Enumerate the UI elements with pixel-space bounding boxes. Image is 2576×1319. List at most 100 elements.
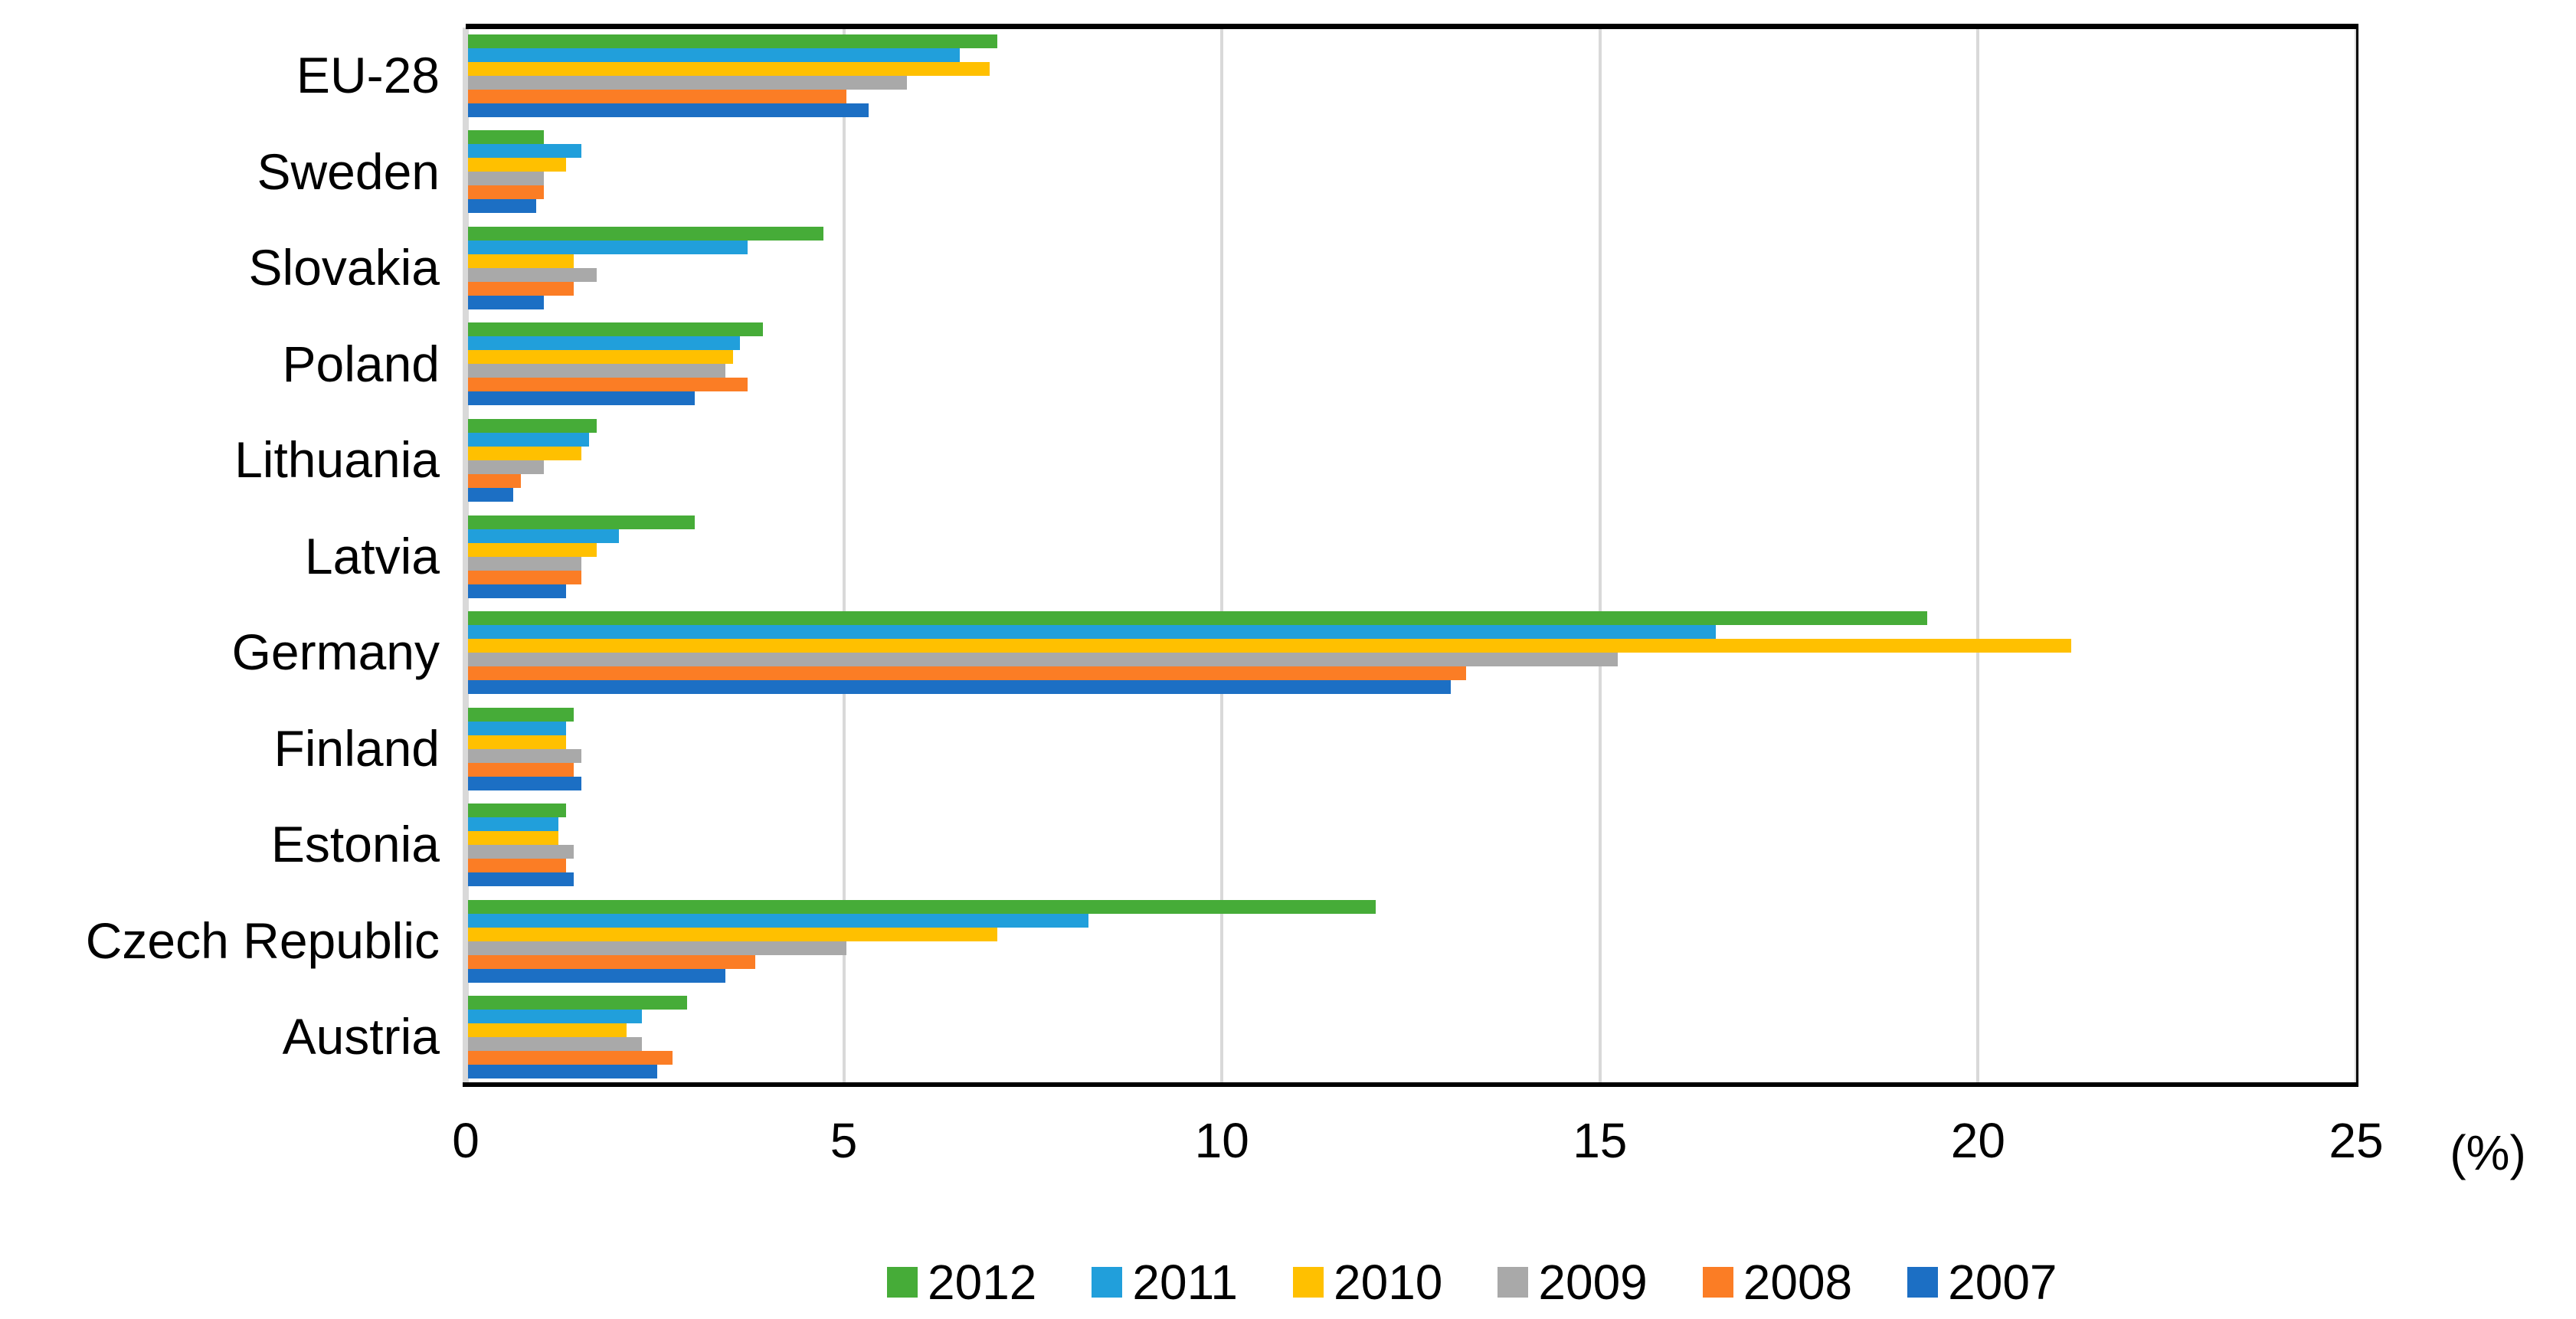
- bar-finland-2007: [468, 776, 582, 790]
- x-tick-label-20: 20: [1950, 1113, 2005, 1168]
- bar-estonia-2008: [468, 859, 567, 873]
- legend-label-2007: 2007: [1948, 1255, 2057, 1310]
- category-label-lithuania: Lithuania: [234, 431, 440, 489]
- category-label-austria: Austria: [282, 1008, 440, 1065]
- bar-germany-2010: [468, 639, 2071, 653]
- bar-latvia-2007: [468, 584, 567, 598]
- x-tick-label-0: 0: [452, 1113, 480, 1168]
- gridline-15: [1598, 28, 1602, 1085]
- bar-lithuania-2007: [468, 487, 514, 502]
- bar-poland-2009: [468, 364, 725, 378]
- bar-lithuania-2010: [468, 446, 582, 460]
- legend-swatch-2010: [1293, 1267, 1324, 1298]
- bar-finland-2012: [468, 707, 574, 722]
- bar-sweden-2011: [468, 144, 582, 159]
- plot-right-border: [2356, 24, 2358, 1085]
- category-label-sweden: Sweden: [257, 142, 440, 200]
- legend-item-2007: 2007: [1907, 1258, 2057, 1307]
- category-label-germany: Germany: [231, 623, 440, 681]
- category-label-slovakia: Slovakia: [248, 239, 440, 296]
- bar-latvia-2010: [468, 542, 597, 557]
- bar-sweden-2010: [468, 158, 567, 172]
- bar-czech-republic-2010: [468, 927, 998, 941]
- bar-slovakia-2011: [468, 240, 748, 254]
- legend-item-2010: 2010: [1293, 1258, 1442, 1307]
- bar-lithuania-2011: [468, 432, 589, 447]
- bar-czech-republic-2011: [468, 913, 1088, 928]
- bar-estonia-2010: [468, 831, 559, 846]
- bar-austria-2008: [468, 1051, 673, 1065]
- legend-item-2012: 2012: [887, 1258, 1036, 1307]
- x-tick-label-15: 15: [1573, 1113, 1628, 1168]
- bar-austria-2009: [468, 1037, 643, 1052]
- legend-label-2011: 2011: [1132, 1255, 1238, 1310]
- x-tick-label-10: 10: [1194, 1113, 1249, 1168]
- x-axis-line: [463, 1082, 2358, 1087]
- bar-eu-28-2008: [468, 89, 846, 103]
- bar-finland-2011: [468, 721, 567, 735]
- category-label-estonia: Estonia: [270, 816, 440, 873]
- bar-eu-28-2011: [468, 47, 960, 62]
- bar-poland-2012: [468, 322, 763, 337]
- bar-sweden-2008: [468, 185, 544, 200]
- bar-eu-28-2012: [468, 34, 998, 48]
- bar-austria-2007: [468, 1065, 657, 1079]
- legend-label-2008: 2008: [1743, 1255, 1853, 1310]
- bar-lithuania-2009: [468, 460, 544, 474]
- bar-estonia-2007: [468, 872, 574, 887]
- gridline-20: [1976, 28, 1980, 1085]
- bar-eu-28-2010: [468, 61, 990, 76]
- bar-finland-2010: [468, 735, 567, 749]
- bar-finland-2008: [468, 762, 574, 777]
- legend-swatch-2007: [1907, 1267, 1939, 1298]
- bar-slovakia-2007: [468, 295, 544, 309]
- category-label-poland: Poland: [282, 335, 440, 392]
- bar-poland-2011: [468, 336, 741, 351]
- gridline-5: [842, 28, 846, 1085]
- bar-slovakia-2008: [468, 281, 574, 296]
- category-label-czech-republic: Czech Republic: [85, 912, 440, 969]
- legend-swatch-2009: [1497, 1267, 1529, 1298]
- bar-lithuania-2012: [468, 418, 597, 433]
- bar-austria-2011: [468, 1010, 643, 1024]
- bar-slovakia-2012: [468, 226, 823, 241]
- bar-slovakia-2009: [468, 267, 597, 282]
- x-tick-label-25: 25: [2329, 1113, 2384, 1168]
- x-axis-unit-label: (%): [2450, 1125, 2526, 1180]
- legend-item-2011: 2011: [1092, 1258, 1238, 1307]
- bar-czech-republic-2009: [468, 941, 846, 955]
- bar-latvia-2011: [468, 529, 620, 543]
- legend-label-2010: 2010: [1334, 1255, 1443, 1310]
- bar-austria-2010: [468, 1023, 627, 1038]
- bar-lithuania-2008: [468, 473, 522, 488]
- bar-estonia-2011: [468, 817, 559, 832]
- bar-poland-2008: [468, 378, 748, 392]
- bar-germany-2007: [468, 680, 1452, 695]
- category-label-latvia: Latvia: [304, 527, 440, 584]
- bar-germany-2011: [468, 625, 1716, 640]
- legend: 2012 2011 2010 2009 2008 2007: [887, 1258, 2057, 1307]
- bar-czech-republic-2012: [468, 899, 1376, 914]
- bar-germany-2012: [468, 611, 1928, 626]
- bar-sweden-2012: [468, 130, 544, 145]
- bar-czech-republic-2007: [468, 968, 725, 983]
- bar-slovakia-2010: [468, 254, 574, 268]
- bar-sweden-2007: [468, 199, 536, 214]
- bar-latvia-2012: [468, 515, 696, 529]
- x-tick-label-5: 5: [830, 1113, 858, 1168]
- bar-estonia-2012: [468, 804, 567, 818]
- gridline-10: [1220, 28, 1224, 1085]
- bar-poland-2007: [468, 391, 696, 406]
- gridline-0: [463, 28, 469, 1085]
- bar-sweden-2009: [468, 172, 544, 186]
- legend-item-2008: 2008: [1702, 1255, 1853, 1310]
- plot-top-border: [466, 24, 2358, 29]
- bar-latvia-2008: [468, 570, 582, 584]
- bar-germany-2008: [468, 666, 1467, 681]
- bar-eu-28-2007: [468, 103, 869, 117]
- bar-latvia-2009: [468, 556, 582, 571]
- legend-swatch-2011: [1092, 1267, 1123, 1298]
- legend-item-2009: 2009: [1497, 1258, 1648, 1307]
- bar-germany-2009: [468, 653, 1618, 667]
